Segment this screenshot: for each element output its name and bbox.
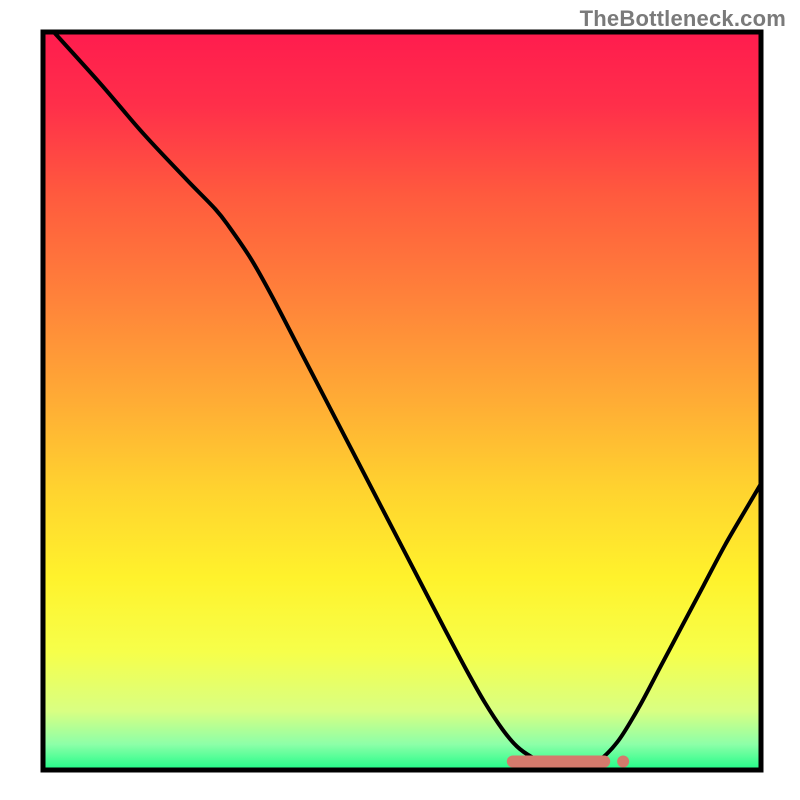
- optimal-range-marker: [507, 756, 610, 768]
- bottleneck-chart: [0, 0, 800, 800]
- chart-container: TheBottleneck.com: [0, 0, 800, 800]
- optimal-range-dot: [617, 756, 629, 768]
- watermark-text: TheBottleneck.com: [580, 6, 786, 32]
